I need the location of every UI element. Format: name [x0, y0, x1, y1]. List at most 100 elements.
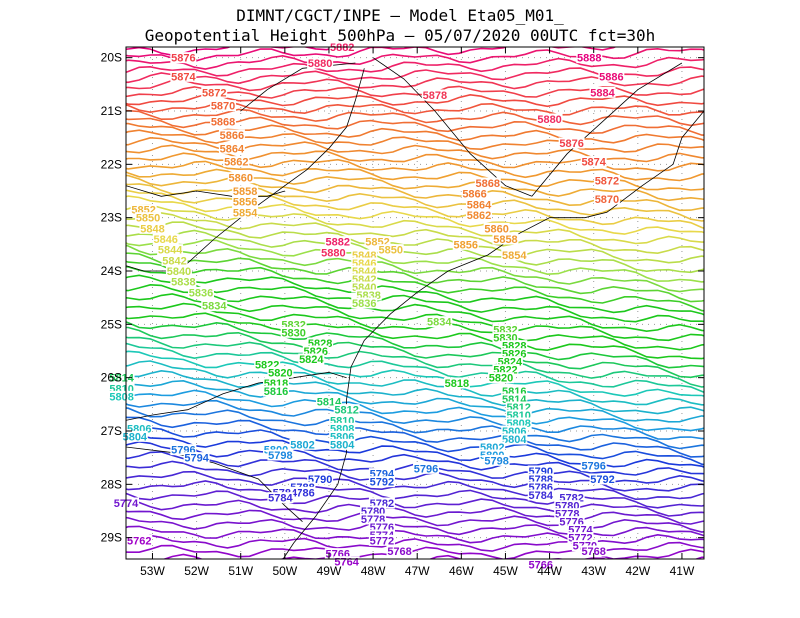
chart-title-line-2: Geopotential Height 500hPa – 05/07/2020 … [144, 26, 656, 45]
contour-5846 [126, 195, 704, 235]
state-border-path [531, 62, 683, 197]
contour-5848 [126, 189, 704, 230]
contour-label-bg [501, 249, 528, 261]
contour-5772 [126, 516, 704, 537]
contour-label: 5858 [493, 234, 517, 246]
y-tick-label: 27S [101, 424, 122, 438]
contour-label-bg [501, 385, 528, 397]
contour-5796 [126, 407, 704, 450]
contour-label: 5804 [123, 431, 148, 443]
contour-label-bg [267, 366, 294, 378]
contour-label: 5884 [590, 87, 615, 99]
contour-label: 5804 [502, 434, 527, 446]
contour-label: 5872 [595, 175, 619, 187]
contour-label-bg [130, 204, 157, 216]
contour-label-bg [501, 340, 528, 352]
contour-label: 5836 [189, 287, 213, 299]
contour-label-bg [351, 281, 378, 293]
contour-label-bg [263, 385, 290, 397]
contour-label-bg [496, 356, 523, 368]
y-tick-label: 24S [101, 264, 122, 278]
contour-label: 5858 [233, 186, 257, 198]
contour-label-bg [505, 409, 532, 421]
contour-label: 5814 [109, 373, 134, 385]
contour-5814 [126, 326, 704, 379]
contour-label-bg [170, 70, 197, 82]
contour-label: 5766 [529, 559, 553, 571]
y-tick-label: 29S [101, 531, 122, 545]
contour-label-bg [333, 556, 360, 568]
contour-label: 5838 [171, 277, 195, 289]
contour-label-bg [593, 174, 620, 186]
contour-label-bg [121, 430, 148, 442]
contour-label: 5796 [414, 463, 438, 475]
contour-label: 5830 [281, 327, 305, 339]
x-tick-label: 41W [670, 564, 695, 578]
contour-label: 5864 [220, 143, 245, 155]
contour-5810 [126, 342, 704, 394]
state-border-path [126, 371, 347, 421]
contour-label-bg [567, 532, 594, 544]
contour-label-bg [461, 188, 488, 200]
contour-label-bg [126, 534, 153, 546]
contour-label-bg [505, 417, 532, 429]
y-tick-label: 21S [101, 104, 122, 118]
contour-label-bg [188, 286, 215, 298]
contour-label-bg [315, 396, 342, 408]
contour-label: 5764 [334, 557, 359, 569]
contour-label-bg [161, 254, 188, 266]
contour-label-bg [505, 401, 532, 413]
contour-5854 [126, 168, 704, 202]
contour-label-bg [580, 156, 607, 168]
contour-label-bg [386, 545, 413, 557]
contour-5882 [126, 56, 704, 77]
contour-label: 5880 [537, 114, 561, 126]
contour-label-bg [108, 382, 135, 394]
contour-label: 5868 [476, 178, 500, 190]
contour-label-bg [576, 52, 603, 64]
contour-label: 5882 [326, 237, 350, 249]
contour-5812 [126, 336, 704, 388]
contour-5790 [126, 431, 704, 468]
contour-label: 5868 [211, 117, 235, 129]
contour-label-bg [227, 172, 254, 184]
contour-5808 [126, 350, 704, 397]
contour-label-bg [201, 300, 228, 312]
contour-label-bg [589, 86, 616, 98]
contour-label-bg [302, 345, 329, 357]
contour-label: 5886 [599, 71, 623, 83]
contour-label: 5808 [109, 391, 133, 403]
contour-label-bg [413, 462, 440, 474]
contour-label: 5874 [171, 71, 196, 83]
contour-5794 [126, 416, 704, 458]
contour-5788 [126, 440, 704, 476]
contour-label-bg [426, 316, 453, 328]
chart-title-line-1: DIMNT/CGCT/INPE – Model Eta05_M01_ [236, 6, 564, 25]
contour-label-bg [368, 468, 395, 480]
contour-label-bg [351, 297, 378, 309]
contour-label-bg [152, 233, 179, 245]
contour-label: 5880 [321, 247, 345, 259]
contour-label-bg [254, 358, 281, 370]
x-tick-label: 43W [581, 564, 606, 578]
contour-label-bg [479, 441, 506, 453]
contour-label-bg [501, 348, 528, 360]
contour-label-bg [157, 244, 184, 256]
contour-5842 [126, 212, 704, 255]
y-tick-label: 20S [101, 51, 122, 65]
contour-5806 [126, 360, 704, 406]
contour-label: 5812 [334, 405, 358, 417]
contour-label: 5880 [308, 58, 332, 70]
x-tick-label: 45W [493, 564, 518, 578]
x-tick-label: 51W [228, 564, 253, 578]
contour-5824 [126, 283, 704, 333]
contour-label-bg [329, 422, 356, 434]
contour-label-bg [201, 86, 228, 98]
contour-label-bg [483, 454, 510, 466]
contour-5860 [126, 144, 704, 172]
contour-label: 5870 [211, 101, 235, 113]
contour-5886 [126, 47, 617, 63]
contour-label: 5836 [352, 298, 376, 310]
contour-label-bg [360, 505, 387, 517]
